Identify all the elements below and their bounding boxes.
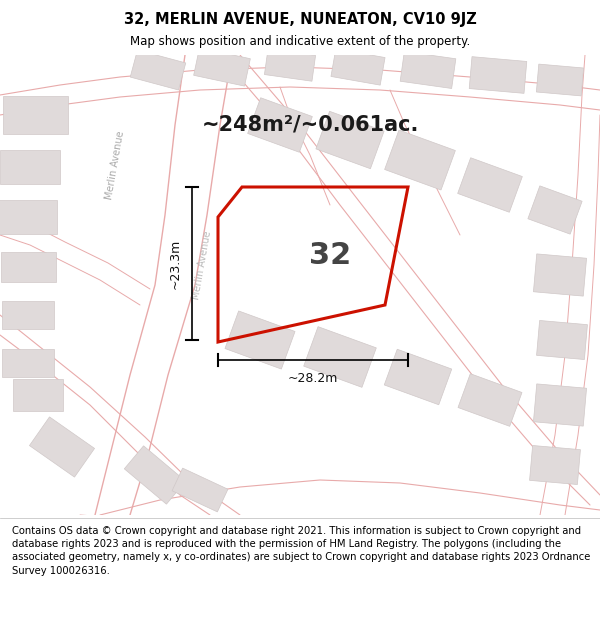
Polygon shape (0, 200, 57, 234)
Text: Merlin Avenue: Merlin Avenue (104, 130, 126, 200)
Polygon shape (194, 48, 250, 86)
Polygon shape (225, 311, 295, 369)
Polygon shape (2, 349, 54, 377)
Polygon shape (536, 321, 587, 359)
Polygon shape (400, 51, 456, 89)
Text: ~28.2m: ~28.2m (288, 372, 338, 385)
Polygon shape (2, 301, 54, 329)
Polygon shape (2, 96, 67, 134)
Polygon shape (469, 57, 527, 93)
Polygon shape (0, 150, 60, 184)
Polygon shape (536, 64, 584, 96)
Text: Contains OS data © Crown copyright and database right 2021. This information is : Contains OS data © Crown copyright and d… (12, 526, 590, 576)
Polygon shape (304, 327, 376, 388)
Polygon shape (124, 446, 186, 504)
Polygon shape (530, 446, 580, 484)
Polygon shape (533, 384, 587, 426)
Polygon shape (1, 252, 56, 282)
Polygon shape (533, 254, 587, 296)
Text: ~23.3m: ~23.3m (169, 238, 182, 289)
Polygon shape (316, 111, 384, 169)
Text: 32: 32 (309, 241, 351, 269)
Polygon shape (265, 49, 316, 81)
Polygon shape (29, 417, 95, 477)
Polygon shape (458, 158, 523, 212)
Polygon shape (458, 374, 522, 426)
Polygon shape (130, 50, 186, 90)
Polygon shape (13, 379, 63, 411)
Polygon shape (385, 130, 455, 190)
Polygon shape (248, 98, 313, 152)
Polygon shape (528, 186, 582, 234)
Text: Map shows position and indicative extent of the property.: Map shows position and indicative extent… (130, 35, 470, 48)
Text: 32, MERLIN AVENUE, NUNEATON, CV10 9JZ: 32, MERLIN AVENUE, NUNEATON, CV10 9JZ (124, 12, 476, 27)
Text: Merlin Avenue: Merlin Avenue (191, 230, 213, 300)
Text: ~248m²/~0.061ac.: ~248m²/~0.061ac. (202, 115, 419, 135)
Polygon shape (384, 349, 452, 405)
Polygon shape (172, 468, 228, 512)
Polygon shape (331, 49, 385, 85)
